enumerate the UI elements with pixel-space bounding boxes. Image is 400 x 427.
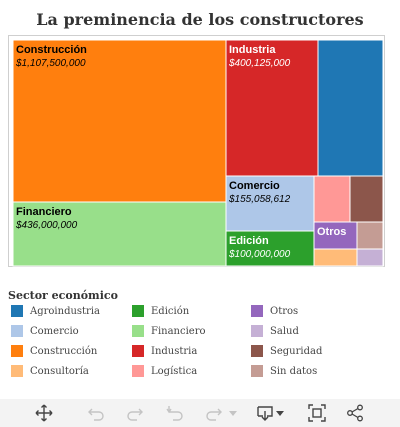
treemap-cell-otros[interactable]: Otros — [313, 221, 358, 250]
treemap-cell-comercio[interactable]: Comercio $155,058,612 — [225, 175, 315, 232]
treemap-rect[interactable] — [356, 248, 384, 267]
legend-item[interactable]: Logística — [132, 365, 197, 377]
legend-swatch — [132, 305, 144, 317]
legend-item[interactable]: Consultoría — [11, 365, 89, 377]
legend-swatch — [132, 365, 144, 377]
legend-item[interactable]: Financiero — [132, 325, 206, 337]
move-icon[interactable] — [33, 403, 55, 423]
legend-swatch — [132, 345, 144, 357]
cell-value-label: $100,000,000 — [228, 249, 291, 260]
legend-label: Comercio — [30, 325, 79, 337]
legend-label: Seguridad — [270, 345, 323, 357]
legend-swatch — [251, 365, 263, 377]
treemap-chart: Construcción $1,107,500,000 Financiero $436… — [8, 35, 385, 267]
legend-swatch — [11, 365, 23, 377]
share-icon[interactable] — [344, 403, 366, 423]
undo-icon[interactable] — [85, 403, 107, 423]
legend-label: Sin datos — [270, 365, 318, 377]
legend: Agroindustria Comercio Construcción Consult… — [11, 305, 322, 377]
cell-value-label: $436,000,000 — [15, 220, 78, 231]
reset-icon[interactable] — [164, 403, 186, 423]
legend-swatch — [251, 345, 263, 357]
legend-label: Financiero — [151, 325, 206, 337]
legend-item[interactable]: Edición — [132, 305, 189, 317]
toolbar — [0, 399, 400, 427]
legend-label: Industria — [151, 345, 198, 357]
legend-title: Sector económico — [8, 289, 118, 302]
export-icon[interactable] — [254, 403, 276, 423]
legend-swatch — [251, 305, 263, 317]
treemap-cell-edicion[interactable]: Edición $100,000,000 — [225, 230, 315, 267]
legend-item[interactable]: Otros — [251, 305, 298, 317]
legend-label: Agroindustria — [30, 305, 100, 317]
legend-label: Edición — [151, 305, 190, 317]
treemap-cell-salud[interactable] — [356, 248, 384, 267]
legend-swatch — [251, 325, 263, 337]
legend-label: Construcción — [30, 345, 98, 357]
treemap-cell-agroindustria[interactable] — [317, 39, 384, 177]
treemap-svg: Construcción $1,107,500,000 Financiero $436… — [12, 39, 384, 267]
legend-label: Otros — [270, 305, 299, 317]
treemap-rect[interactable] — [317, 39, 384, 177]
treemap-rect[interactable] — [12, 201, 227, 267]
legend-swatch — [11, 325, 23, 337]
cell-name-label: Edición — [229, 235, 269, 247]
cell-name-label: Financiero — [16, 206, 72, 218]
chevron-down-icon[interactable] — [227, 403, 239, 423]
cell-value-label: $1,107,500,000 — [15, 58, 86, 69]
legend-item[interactable]: Construcción — [11, 345, 97, 357]
treemap-cell-logistica[interactable] — [313, 175, 351, 223]
legend-swatch — [11, 345, 23, 357]
cell-name-label: Construcción — [16, 44, 87, 56]
chart-title: La preminencia de los constructores — [36, 10, 364, 29]
treemap-cell-sin-datos[interactable] — [356, 221, 384, 250]
legend-swatch — [11, 305, 23, 317]
forward-icon[interactable] — [203, 403, 225, 423]
treemap-rect[interactable] — [313, 175, 351, 223]
chevron-down-icon[interactable] — [274, 403, 286, 423]
cell-value-label: $400,125,000 — [228, 58, 291, 69]
legend-item[interactable]: Sin datos — [251, 365, 317, 377]
legend-item[interactable]: Seguridad — [251, 345, 322, 357]
legend-label: Consultoría — [30, 365, 89, 377]
cell-name-label: Otros — [317, 226, 346, 238]
treemap-rect[interactable] — [356, 221, 384, 250]
cell-name-label: Comercio — [229, 180, 280, 192]
legend-item[interactable]: Agroindustria — [11, 305, 100, 317]
cell-value-label: $155,058,612 — [228, 194, 291, 205]
treemap-rect[interactable] — [12, 39, 227, 203]
treemap-rect[interactable] — [313, 221, 358, 250]
legend-item[interactable]: Comercio — [11, 325, 79, 337]
legend-item[interactable]: Industria — [132, 345, 197, 357]
treemap-rect[interactable] — [225, 230, 315, 267]
fullscreen-icon[interactable] — [306, 403, 328, 423]
treemap-cell-construccion[interactable]: Construcción $1,107,500,000 — [12, 39, 227, 203]
legend-swatch — [132, 325, 144, 337]
legend-item[interactable]: Salud — [251, 325, 299, 337]
treemap-cell-financiero[interactable]: Financiero $436,000,000 — [12, 201, 227, 267]
redo-icon[interactable] — [124, 403, 146, 423]
legend-label: Salud — [270, 325, 299, 337]
legend-label: Logística — [151, 365, 198, 377]
cell-name-label: Industria — [229, 44, 276, 56]
